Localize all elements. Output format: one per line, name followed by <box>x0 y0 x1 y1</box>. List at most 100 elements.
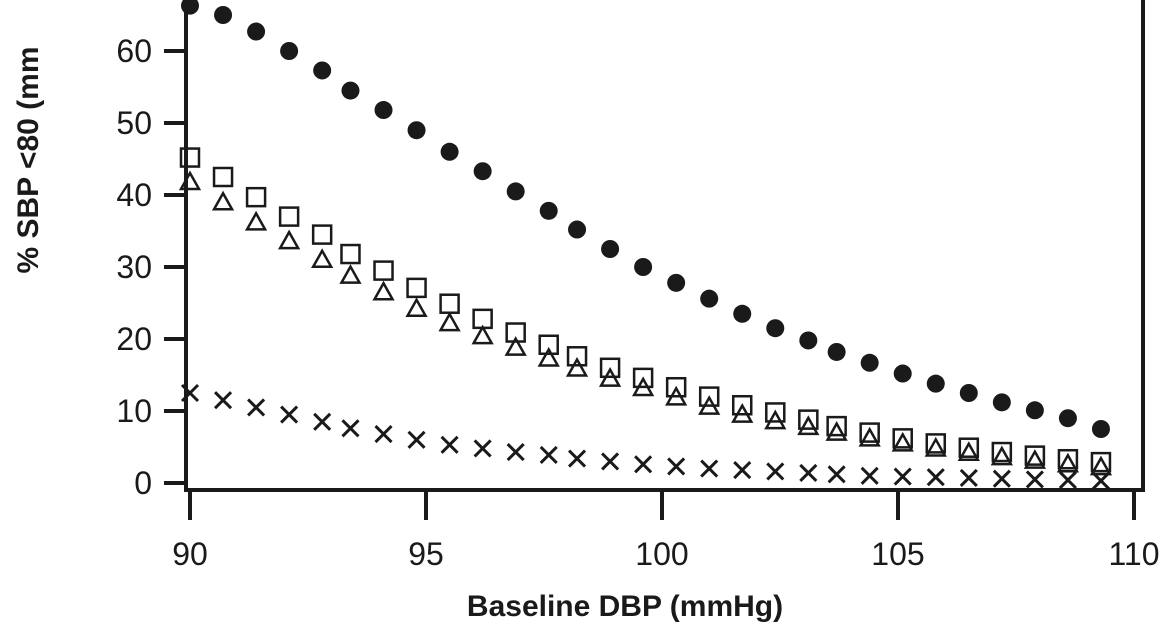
cross-marker <box>506 442 525 462</box>
open-triangle-marker <box>504 336 527 356</box>
filled-circle-marker <box>700 289 719 308</box>
open-triangle-marker <box>1023 449 1047 469</box>
y-tick-label: 60 <box>116 33 152 69</box>
cross-marker <box>827 465 846 484</box>
open-triangle-marker <box>339 264 362 284</box>
open-square-marker <box>765 402 786 423</box>
filled-circle-marker <box>473 162 492 181</box>
open-triangle-marker <box>1056 452 1080 473</box>
y-tick-label: 20 <box>116 321 152 357</box>
open-square-marker <box>958 437 980 458</box>
open-square-marker <box>566 346 588 367</box>
y-axis-title: % SBP <80 (mm <box>12 46 45 273</box>
filled-circle-marker <box>440 142 459 161</box>
filled-circle-marker <box>1091 420 1110 438</box>
open-triangle-marker <box>990 445 1013 466</box>
cross-marker <box>374 424 393 444</box>
open-square-marker <box>632 367 654 389</box>
open-triangle-marker <box>1089 455 1113 476</box>
filled-circle-marker <box>506 182 525 201</box>
open-triangle-marker <box>565 356 589 377</box>
filled-circle-marker <box>568 220 587 239</box>
open-triangle-marker <box>698 395 721 415</box>
open-square-marker <box>311 224 333 245</box>
filled-circle-marker <box>634 258 653 276</box>
x-tick-label: 90 <box>172 536 208 572</box>
series-cross <box>180 383 1111 490</box>
open-square-marker <box>538 334 559 356</box>
filled-circle-marker <box>280 42 299 60</box>
open-square-marker <box>892 428 913 449</box>
open-triangle-marker <box>211 190 235 211</box>
y-ticks: 0 10 20 30 40 50 60 <box>116 33 186 501</box>
open-triangle-marker <box>665 385 688 406</box>
filled-circle-marker <box>860 353 879 372</box>
open-triangle-marker <box>957 441 980 462</box>
cross-marker <box>1025 470 1044 489</box>
open-triangle-marker <box>244 210 268 231</box>
filled-circle-marker <box>827 342 846 361</box>
filled-circle-marker <box>181 0 199 15</box>
open-triangle-marker <box>537 346 560 367</box>
filled-circle-marker <box>799 331 818 350</box>
cross-marker <box>601 452 620 471</box>
filled-circle-marker <box>959 384 978 402</box>
filled-circle-marker <box>766 319 785 338</box>
series-open-triangle <box>178 170 1113 476</box>
open-square-marker <box>698 386 720 407</box>
open-triangle-marker <box>631 376 655 397</box>
x-tick-label: 105 <box>871 536 924 572</box>
cross-marker <box>407 430 426 449</box>
filled-circle-marker <box>733 304 752 323</box>
open-square-marker <box>665 376 687 398</box>
filled-circle-marker <box>667 273 686 292</box>
filled-circle-marker <box>539 201 558 220</box>
open-triangle-marker <box>277 229 301 250</box>
open-square-marker <box>278 206 300 227</box>
open-square-marker <box>859 422 880 443</box>
cross-marker <box>733 460 752 480</box>
cross-marker <box>799 463 818 482</box>
filled-circle-marker <box>1058 409 1077 428</box>
cross-marker <box>700 459 719 478</box>
open-square-marker <box>340 243 361 265</box>
data-markers <box>178 0 1113 490</box>
y-tick-label: 30 <box>116 249 152 285</box>
cross-marker <box>341 419 360 438</box>
open-triangle-marker <box>438 311 461 332</box>
open-triangle-marker <box>891 431 914 452</box>
filled-circle-marker <box>407 121 426 140</box>
cross-marker <box>440 435 459 454</box>
filled-circle-marker <box>214 6 233 24</box>
open-triangle-marker <box>797 415 820 436</box>
open-square-marker <box>505 322 526 343</box>
cross-marker <box>959 468 978 488</box>
open-square-marker <box>212 166 234 188</box>
y-tick-label: 0 <box>134 465 152 501</box>
cross-marker <box>926 468 945 487</box>
filled-circle-marker <box>926 374 945 393</box>
cross-marker <box>634 455 653 474</box>
cross-marker <box>473 439 492 458</box>
open-triangle-marker <box>924 436 947 457</box>
y-tick-label: 40 <box>116 177 152 213</box>
filled-circle-marker <box>893 364 912 383</box>
filled-circle-marker <box>313 61 332 80</box>
cross-marker <box>667 457 686 476</box>
filled-circle-marker <box>1025 401 1044 420</box>
cross-marker <box>1091 471 1111 490</box>
open-square-marker <box>179 147 201 168</box>
y-tick-label: 50 <box>116 105 152 141</box>
open-square-marker <box>439 293 460 314</box>
cross-marker <box>213 391 233 410</box>
open-triangle-marker <box>178 170 202 191</box>
open-triangle-marker <box>731 403 754 423</box>
filled-circle-marker <box>247 22 266 41</box>
cross-marker <box>893 467 912 486</box>
cross-marker <box>247 398 266 417</box>
y-tick-label: 10 <box>116 393 152 429</box>
cross-marker <box>280 405 299 424</box>
open-triangle-marker <box>825 421 848 441</box>
open-square-marker <box>925 433 947 454</box>
